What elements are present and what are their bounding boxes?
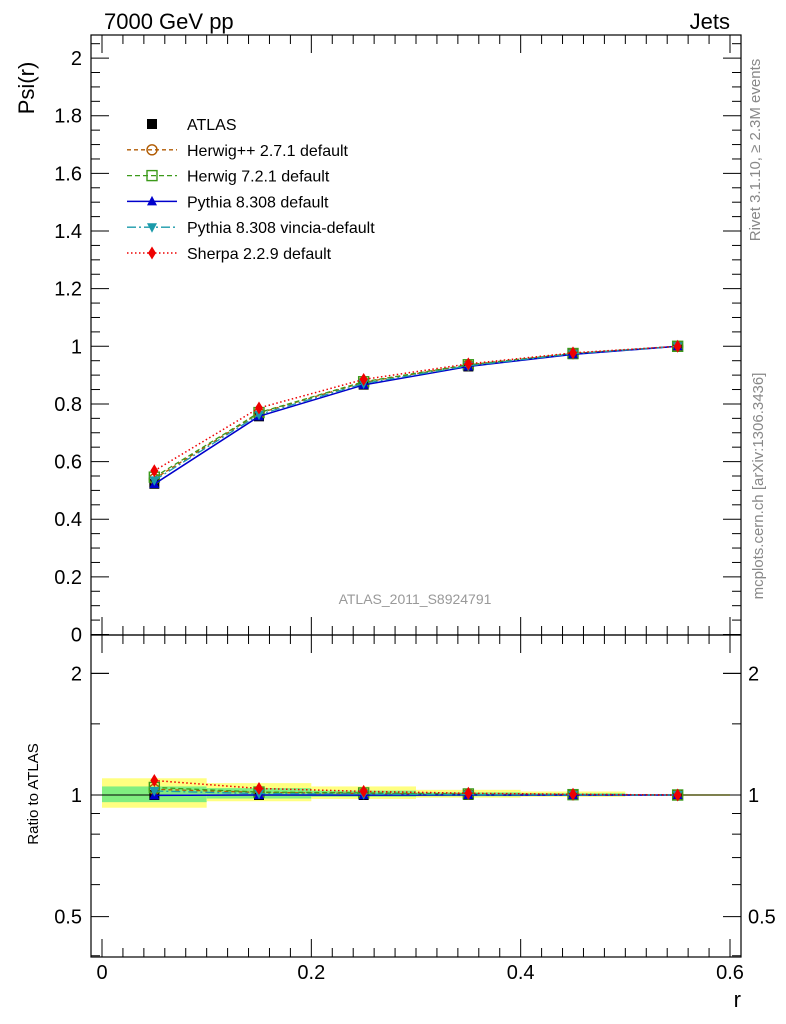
y-tick-label: 0.2 <box>54 567 82 589</box>
y-tick-label: 0 <box>71 625 82 647</box>
y-axis-label-ratio: Ratio to ATLAS <box>25 743 42 844</box>
main-series <box>148 339 684 489</box>
ratio-y-tick-label-right: 2 <box>748 663 759 685</box>
point-sherpa-2-2-9-default <box>673 339 682 353</box>
y-tick-label: 0.6 <box>54 452 82 474</box>
point-sherpa-2-2-9-default <box>569 346 577 360</box>
y-axis-label-main: Psi(r) <box>14 62 39 115</box>
point-sherpa-2-2-9-default <box>464 357 473 371</box>
point-sherpa-2-2-9-default <box>673 788 682 802</box>
point-sherpa-2-2-9-default <box>255 401 263 415</box>
point-pythia-8-308-vincia-default <box>149 476 160 486</box>
point-sherpa-2-2-9-default <box>359 784 368 798</box>
legend-marker-herwig-2-7-1-default <box>146 144 158 156</box>
point-sherpa-2-2-9-default <box>569 787 577 801</box>
side-label-rivet: Rivet 3.1.10, ≥ 2.3M events <box>747 59 764 242</box>
legend-marker-atlas <box>147 119 157 129</box>
point-pythia-8-308-vincia-default <box>254 410 264 421</box>
y-tick-label: 0.8 <box>54 394 82 416</box>
y-tick-label: 2 <box>71 48 82 70</box>
ratio-uncertainty-bands <box>102 778 730 808</box>
header-right: Jets <box>690 9 730 34</box>
series-line-sherpa-2-2-9-default <box>153 345 678 472</box>
point-sherpa-2-2-9-default <box>359 372 368 386</box>
legend-label-atlas: ATLAS <box>187 117 237 134</box>
ratio-axes: 0 0.2 0.4 0.6 0.5 0.5 1 1 2 2 <box>54 634 776 984</box>
legend: ATLAS Herwig++ 2.7.1 default Herwig 7.2.1 … <box>127 117 375 263</box>
x-tick-label: 0.2 <box>297 962 325 984</box>
series-line-pythia-8-308-default <box>153 345 678 485</box>
point-sherpa-2-2-9-default <box>150 774 159 788</box>
ratio-series <box>148 774 684 802</box>
ratio-y-tick-label-right: 0.5 <box>748 907 776 929</box>
watermark: ATLAS_2011_S8924791 <box>339 591 492 607</box>
x-tick-label: 0.6 <box>716 962 744 984</box>
y-tick-label: 1.8 <box>54 106 82 128</box>
x-tick-label: 0.4 <box>507 962 535 984</box>
point-sherpa-2-2-9-default <box>255 781 263 795</box>
y-tick-label: 1.4 <box>54 221 82 243</box>
series-line-pythia-8-308-vincia-default <box>153 345 678 481</box>
main-axes: 0 0.2 0.4 0.6 0.8 1 1.2 1.4 1.6 1.8 2 <box>54 34 742 647</box>
point-pythia-8-308-vincia-default <box>149 787 160 797</box>
point-sherpa-2-2-9-default <box>150 464 159 478</box>
legend-label-herwig-7-2-1-default: Herwig 7.2.1 default <box>187 169 330 186</box>
y-tick-label: 0.4 <box>54 509 82 531</box>
series-line-herwig-2-7-1-default <box>153 345 678 480</box>
legend-marker-herwig-7-2-1-default <box>146 169 158 182</box>
legend-marker-pythia-8-308-default <box>147 195 157 206</box>
legend-label-sherpa-2-2-9-default: Sherpa 2.2.9 default <box>187 246 332 263</box>
x-axis-label: r <box>734 987 741 1012</box>
y-tick-label: 1.6 <box>54 163 82 185</box>
series-line-pythia-8-308-vincia-default <box>154 790 678 796</box>
y-tick-label: 1 <box>71 336 82 358</box>
legend-marker-pythia-8-308-vincia-default <box>147 223 157 233</box>
ratio-y-tick-label: 0.5 <box>54 907 82 929</box>
header-left: 7000 GeV pp <box>104 9 234 34</box>
point-sherpa-2-2-9-default <box>464 786 473 800</box>
ratio-y-tick-label-right: 1 <box>748 785 759 807</box>
series-line-sherpa-2-2-9-default <box>154 779 678 796</box>
legend-label-herwig-2-7-1-default: Herwig++ 2.7.1 default <box>187 143 349 160</box>
series-line-herwig-7-2-1-default <box>153 345 678 478</box>
legend-marker-sherpa-2-2-9-default <box>148 246 156 260</box>
side-label-mcplots: mcplots.cern.ch [arXiv:1306.3436] <box>750 373 767 600</box>
ratio-y-tick-label: 1 <box>71 785 82 807</box>
x-tick-label: 0 <box>96 962 107 984</box>
legend-label-pythia-8-308-vincia-default: Pythia 8.308 vincia-default <box>187 220 375 237</box>
ratio-y-tick-label: 2 <box>71 663 82 685</box>
legend-label-pythia-8-308-default: Pythia 8.308 default <box>187 194 329 211</box>
y-tick-label: 1.2 <box>54 279 82 301</box>
